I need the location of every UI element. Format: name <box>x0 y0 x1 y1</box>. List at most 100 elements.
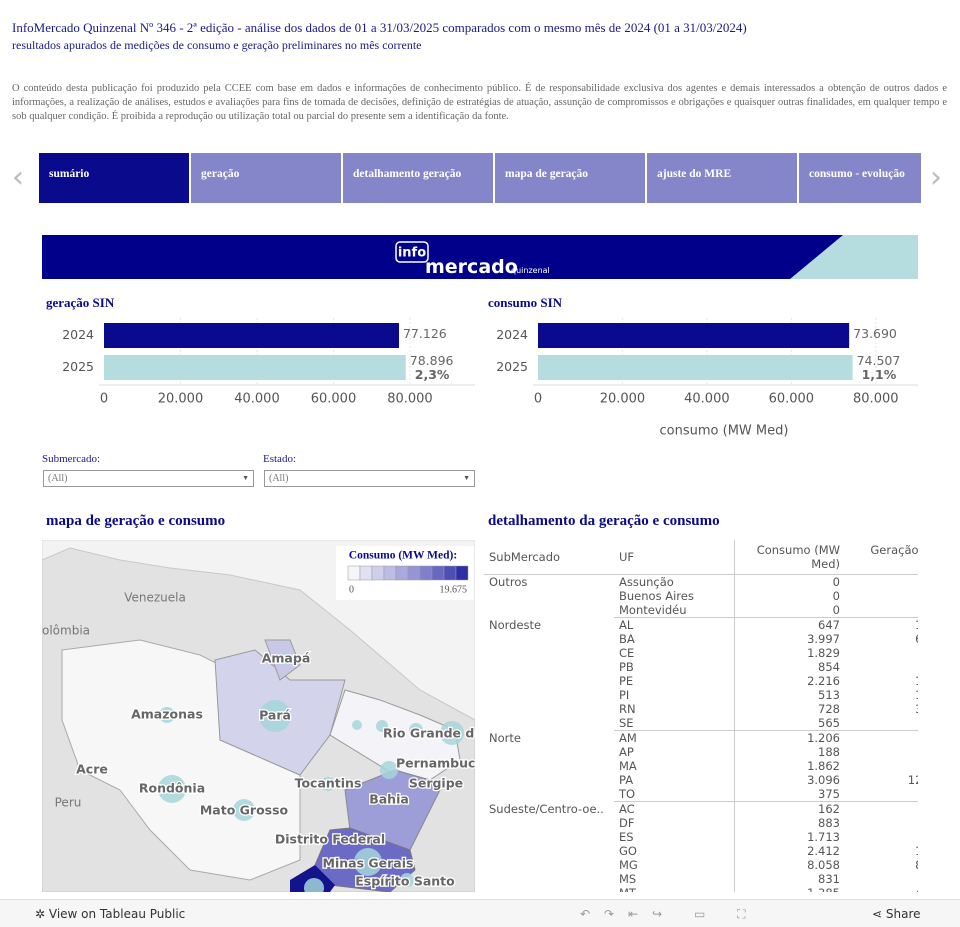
number-cell: 0 <box>734 574 845 589</box>
toolbar-icons: ↶↷⇤↪ ▭ ⛶ <box>580 907 760 921</box>
legend-step <box>443 565 457 581</box>
table-row: ES 1.713591 <box>484 830 918 844</box>
group-name <box>484 886 614 892</box>
state-label: Amapá <box>262 651 311 666</box>
filter-label: Estado: <box>263 453 296 465</box>
number-cell: 831 <box>734 872 845 886</box>
legend-title: Consumo (MW Med): <box>349 550 457 562</box>
state-label: Sergipe <box>409 776 463 791</box>
legend-step <box>359 565 373 581</box>
group-name <box>484 603 614 618</box>
table-row: AP 188731 <box>484 745 918 759</box>
bar <box>538 323 850 348</box>
filter-label: Submercado: <box>42 453 101 465</box>
number-cell: 647 <box>734 617 845 632</box>
legend-step <box>407 565 421 581</box>
nav-tab[interactable]: consumo - evolução <box>799 153 921 203</box>
chart-title: geração SIN <box>46 295 115 310</box>
y-tick-label: 2025 <box>496 359 528 374</box>
number-cell: 2.216 <box>734 674 845 688</box>
x-tick-label: 0 <box>534 392 542 407</box>
generation-bubble <box>158 775 186 803</box>
uf-cell: MG <box>619 858 638 872</box>
group-name <box>484 787 614 802</box>
bar <box>104 323 399 348</box>
number-cell: 1.385 <box>734 886 845 892</box>
state-label: Minas Gerais <box>323 856 414 871</box>
bar <box>538 355 853 380</box>
table-row: Montevidéu 00 <box>484 603 918 618</box>
logo-box-text: info <box>398 246 426 261</box>
number-cell: 188 <box>734 745 845 759</box>
state-label: Bahia <box>369 792 409 807</box>
page-subtitle: resultados apurados de medições de consu… <box>12 38 422 52</box>
group-name <box>484 674 614 688</box>
banner-accent <box>790 235 918 279</box>
state-label: Acre <box>76 762 108 777</box>
number-cell: 854 <box>734 660 845 674</box>
nav-tab[interactable]: detalhamento geração <box>343 153 493 203</box>
nav-next[interactable]: › <box>930 160 942 195</box>
filter-dropdown[interactable]: (All) <box>264 470 475 487</box>
number-cell: 162 <box>734 801 845 816</box>
group-name <box>484 688 614 702</box>
graphics: info mercado quinzenal Venezuela olômbia A… <box>42 235 918 892</box>
number-cell: 8.182 <box>845 858 918 872</box>
value-label: 78.896 <box>410 353 454 368</box>
generation-bubble <box>354 848 382 876</box>
country-label: olômbia <box>42 624 90 638</box>
table-row: Norte AM1.206781 <box>484 730 918 745</box>
state-label: Tocantins <box>295 776 362 791</box>
page-title: InfoMercado Quinzenal Nº 346 - 2ª edição… <box>12 20 747 35</box>
state-label: Amazonas <box>131 707 203 722</box>
banner <box>42 235 918 279</box>
uf-cell: SE <box>619 716 634 730</box>
table-row: Outros Assunção 00 <box>484 574 918 590</box>
uf-cell: Buenos Aires <box>619 589 694 603</box>
table-row: MG 8.0588.182 <box>484 858 918 872</box>
value-label: 77.126 <box>403 326 447 341</box>
legend-step <box>383 565 397 581</box>
nav-prev[interactable]: ‹ <box>12 160 24 195</box>
state-label: Rondônia <box>139 781 205 796</box>
x-tick-label: 80.000 <box>387 392 433 407</box>
number-cell: 3.614 <box>845 702 918 716</box>
footer: ✲ View on Tableau Public ↶↷⇤↪ ▭ ⛶ ⋖ Shar… <box>0 899 960 927</box>
number-cell: 2.412 <box>734 844 845 858</box>
generation-bubble <box>304 878 324 892</box>
country-label: Venezuela <box>124 591 186 605</box>
nav-tab[interactable]: ajuste do MRE <box>647 153 797 203</box>
state-label: Espírito Santo <box>355 874 455 889</box>
group-name <box>484 830 614 844</box>
nav-tab[interactable]: sumário <box>39 153 189 203</box>
value-label: 74.507 <box>857 353 901 368</box>
x-axis-title: consumo (MW Med) <box>660 424 789 439</box>
number-cell: 0 <box>845 575 918 590</box>
nav-tab[interactable]: mapa de geração <box>495 153 645 203</box>
group-name <box>484 660 614 674</box>
column-header: Consumo (MW Med) <box>734 540 845 575</box>
number-cell: 6.869 <box>845 632 918 646</box>
share-button[interactable]: ⋖ Share <box>872 907 921 921</box>
column-header: Geração (MW Med) <box>845 540 918 575</box>
logo-sub: quinzenal <box>511 266 550 275</box>
table-row: TO 375790 <box>484 787 918 802</box>
number-cell: 728 <box>734 702 845 716</box>
number-cell: 0 <box>845 589 918 603</box>
number-cell: 8.058 <box>734 858 845 872</box>
number-cell: 0 <box>734 589 845 603</box>
table-row: Sudeste/Centro-oe.. AC 162 <box>484 801 918 816</box>
nav-tab[interactable]: geração <box>191 153 341 203</box>
legend-step <box>371 565 385 581</box>
group-name <box>484 646 614 660</box>
group-name: Nordeste <box>489 617 542 632</box>
number-cell: 0 <box>734 603 845 618</box>
number-cell: 602 <box>845 660 918 674</box>
number-cell: 565 <box>734 716 845 731</box>
view-link[interactable]: ✲ View on Tableau Public <box>35 907 186 921</box>
filter-dropdown[interactable]: (All) <box>43 470 254 487</box>
logo-main: mercado <box>425 256 518 278</box>
number-cell: 591 <box>845 830 918 844</box>
